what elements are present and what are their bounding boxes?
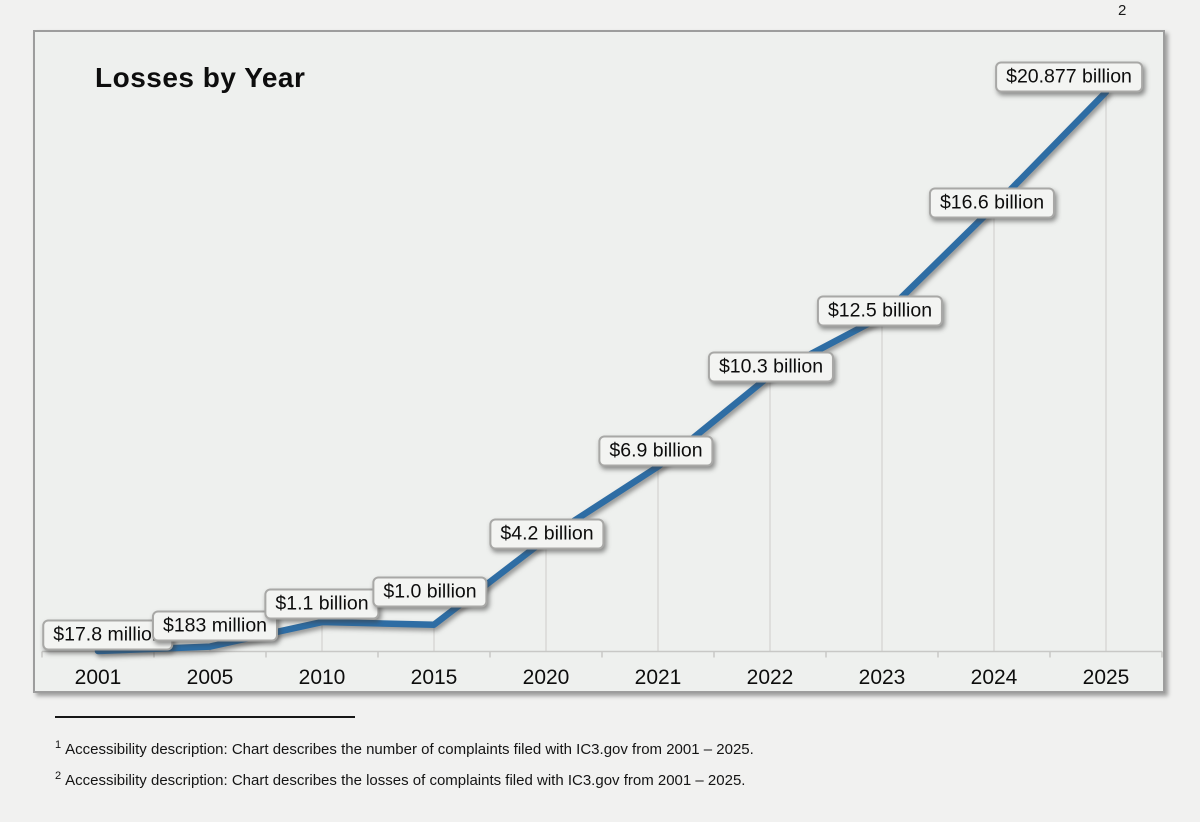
- data-label-2022: $10.3 billion: [707, 351, 835, 383]
- x-axis-label-2024: 2024: [970, 666, 1018, 689]
- x-axis-label-2015: 2015: [410, 666, 458, 689]
- page-number: 2: [1118, 2, 1127, 19]
- x-axis-label-2005: 2005: [186, 666, 234, 689]
- x-axis-label-2020: 2020: [522, 666, 570, 689]
- x-axis-label-2025: 2025: [1082, 666, 1130, 689]
- x-axis-label-2023: 2023: [858, 666, 906, 689]
- footnote-marker: 1: [55, 739, 62, 751]
- data-label-2010: $1.1 billion: [264, 588, 380, 620]
- data-label-2001: $17.8 million: [42, 619, 174, 651]
- footnote-separator: [55, 716, 355, 718]
- footnotes: 1 Accessibility description: Chart descri…: [55, 736, 1055, 798]
- data-label-2005: $183 million: [151, 610, 279, 642]
- data-label-2024: $16.6 billion: [928, 187, 1056, 219]
- footnote-1: 1 Accessibility description: Chart descri…: [55, 736, 1055, 759]
- data-label-2020: $4.2 billion: [489, 518, 605, 550]
- x-axis-label-2022: 2022: [746, 666, 794, 689]
- footnote-text: Accessibility description: Chart describ…: [65, 741, 754, 758]
- chart-title: Losses by Year: [95, 62, 306, 93]
- chart-frame: Losses by Year $17.8 million $183 million…: [33, 30, 1165, 693]
- line-chart-plot: [41, 88, 1163, 658]
- x-axis-label-2021: 2021: [634, 666, 682, 689]
- x-axis-label-2001: 2001: [74, 666, 122, 689]
- data-label-2021: $6.9 billion: [598, 435, 714, 467]
- data-label-2025: $20.877 billion: [995, 61, 1143, 93]
- footnote-2: 2 Accessibility description: Chart descri…: [55, 767, 1055, 790]
- footnote-text: Accessibility description: Chart describ…: [65, 772, 746, 789]
- data-label-2015: $1.0 billion: [372, 576, 488, 608]
- x-axis-label-2010: 2010: [298, 666, 346, 689]
- losses-line-series: [94, 88, 1110, 655]
- data-label-2023: $12.5 billion: [816, 295, 944, 326]
- footnote-marker: 2: [55, 770, 62, 782]
